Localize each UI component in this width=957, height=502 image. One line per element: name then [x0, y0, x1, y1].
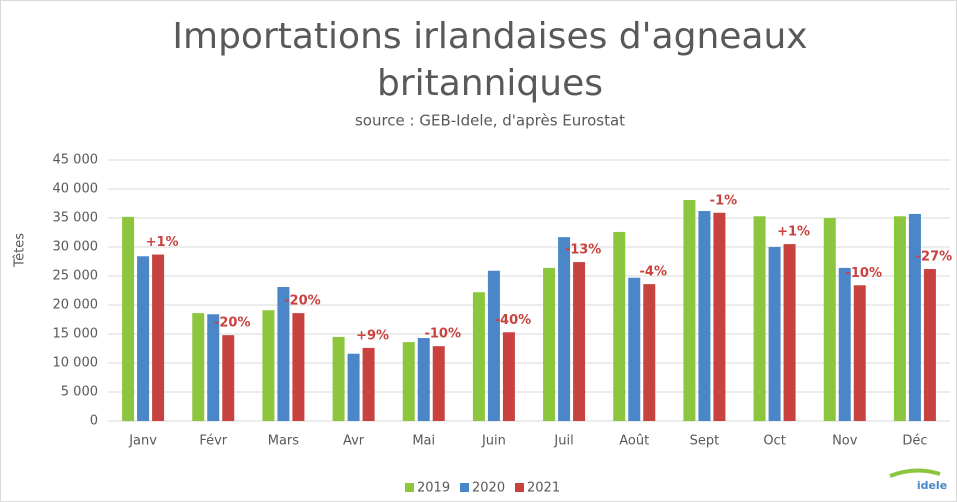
bar	[753, 216, 766, 421]
x-tick-label: Nov	[832, 434, 858, 449]
bar	[643, 284, 656, 421]
logo-swoosh	[889, 468, 941, 478]
annotation: +1%	[777, 225, 810, 240]
annotation: -20%	[284, 294, 321, 309]
y-tick-label: 15 000	[53, 327, 99, 342]
bar	[207, 314, 220, 421]
bar	[908, 213, 921, 421]
annotation: -27%	[916, 250, 953, 265]
bar	[543, 267, 556, 421]
bar	[487, 270, 500, 421]
y-tick-label: 30 000	[53, 240, 99, 255]
legend-swatch	[515, 483, 524, 492]
logo: idele	[889, 468, 947, 492]
bar	[402, 342, 415, 421]
bar	[222, 335, 235, 421]
legend-label: 2020	[472, 481, 505, 496]
x-tick-label: Mars	[268, 434, 300, 449]
chart-subtitle: source : GEB-Idele, d'après Eurostat	[355, 112, 625, 130]
annotation: +1%	[146, 235, 179, 250]
legend-label: 2019	[417, 481, 450, 496]
x-tick-label: Déc	[902, 434, 927, 449]
bar	[783, 244, 796, 421]
bar	[558, 237, 571, 421]
bar	[292, 313, 305, 421]
x-tick-label: Août	[619, 434, 649, 449]
x-tick-label: Janv	[128, 434, 157, 449]
annotation: -20%	[214, 316, 251, 331]
legend-swatch	[460, 483, 469, 492]
y-tick-label: 0	[90, 414, 98, 429]
bar	[923, 269, 936, 421]
chart-title: Importations irlandaises d'agneaux	[172, 16, 807, 57]
legend: 2019 2020 2021	[405, 481, 560, 496]
bar	[838, 267, 851, 421]
bar	[362, 347, 375, 421]
annotation: -4%	[640, 265, 667, 280]
annotation: -1%	[710, 193, 737, 208]
x-tick-label: Avr	[343, 434, 365, 449]
annotation: -40%	[495, 313, 532, 328]
bar	[137, 256, 150, 421]
bar	[823, 218, 836, 421]
bar	[192, 313, 205, 421]
x-tick-label: Oct	[763, 434, 785, 449]
y-tick-label: 45 000	[53, 153, 99, 168]
bar	[768, 247, 781, 421]
bar	[122, 216, 135, 421]
bar	[683, 200, 696, 421]
bar	[502, 332, 515, 421]
bar	[893, 216, 906, 421]
bar	[472, 292, 485, 421]
y-tick-label: 35 000	[53, 211, 99, 226]
bar	[262, 310, 275, 421]
y-tick-label: 10 000	[53, 356, 99, 371]
y-tick-label: 20 000	[53, 298, 99, 313]
bar	[332, 336, 345, 421]
annotation: -10%	[424, 327, 461, 342]
bar	[152, 254, 165, 421]
x-tick-label: Juil	[553, 434, 573, 449]
bar	[347, 353, 360, 421]
y-tick-label: 5 000	[61, 385, 98, 400]
y-axis-label: Têtes	[13, 233, 28, 268]
x-tick-label: Juin	[481, 434, 506, 449]
chart-title: britanniques	[377, 63, 603, 104]
bar	[417, 338, 430, 421]
bar	[573, 262, 586, 421]
x-tick-label: Sept	[690, 434, 720, 449]
bar	[853, 285, 866, 421]
legend-label: 2021	[527, 481, 560, 496]
legend-swatch	[405, 483, 414, 492]
y-tick-label: 25 000	[53, 269, 99, 284]
y-tick-label: 40 000	[53, 182, 99, 197]
bar	[277, 287, 290, 421]
bar	[698, 211, 711, 421]
bar	[613, 231, 626, 421]
annotation: +9%	[356, 328, 389, 343]
bar	[713, 212, 726, 421]
bar	[628, 277, 641, 421]
x-tick-label: Mai	[412, 434, 435, 449]
bar	[432, 346, 445, 421]
logo-text: idele	[917, 479, 947, 492]
x-tick-label: Févr	[199, 434, 227, 449]
annotation: -13%	[565, 243, 602, 258]
annotation: -10%	[845, 266, 882, 281]
